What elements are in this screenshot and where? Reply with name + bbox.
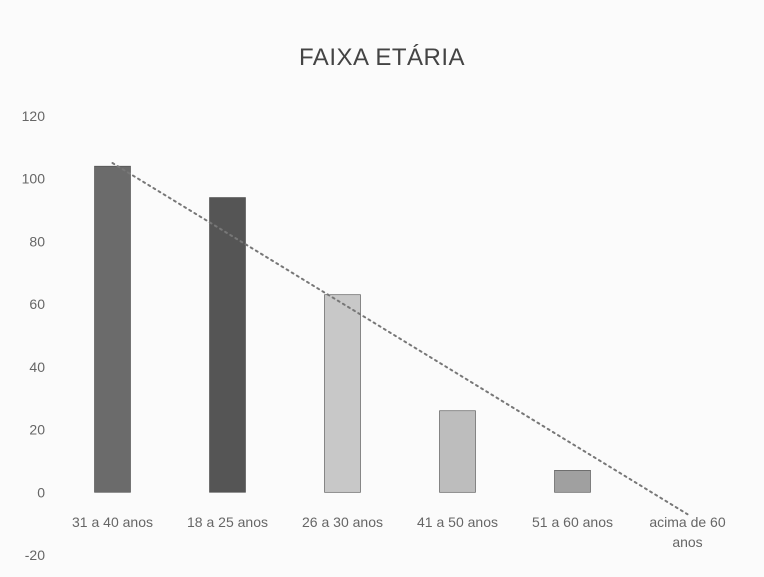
y-tick-label: 80 [29,233,45,249]
y-tick-label: 120 [22,108,46,124]
bar-1 [94,165,131,493]
trendline [111,162,689,516]
chart-title: FAIXA ETÁRIA [298,44,466,71]
y-tick-label: 100 [22,171,46,187]
y-tick-label: 20 [29,422,45,438]
y-tick-label: 0 [37,484,45,500]
x-category-label: 41 a 50 anos [417,514,498,530]
y-tick-label: 40 [29,359,45,375]
bar-4 [439,410,476,493]
bar-2 [209,197,246,493]
bar-3 [324,294,361,493]
x-category-label: 51 a 60 anos [532,514,613,530]
y-tick-label: 60 [29,296,45,312]
y-tick-label: -20 [25,547,45,563]
x-category-label: 26 a 30 anos [302,514,383,530]
x-category-label: 31 a 40 anos [72,514,153,530]
bar-5 [554,470,591,493]
x-category-label: 18 a 25 anos [187,514,268,530]
x-category-label: acima de 60 anos [649,514,725,550]
